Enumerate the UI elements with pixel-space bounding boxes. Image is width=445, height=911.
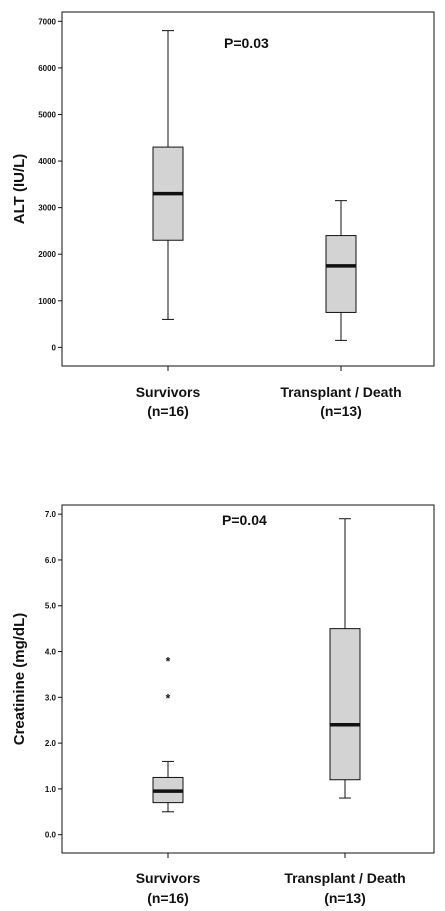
panel1-y-tick-label: 4000 (38, 157, 56, 166)
panel2-box2-iqr-box (329, 628, 361, 781)
panel1-y-tick-label: 3000 (38, 204, 56, 213)
panel1-box2-category-count: (n=13) (320, 403, 362, 419)
panel1-y-tick-label: 1000 (38, 297, 56, 306)
panel1-y-tick-label: 5000 (38, 110, 56, 119)
panel2-box1-category-count: (n=16) (147, 890, 189, 906)
panel2-y-tick-label: 2.0 (45, 739, 57, 748)
panel1-p-value-annotation: P=0.03 (224, 35, 269, 51)
panel2-y-tick-label: 6.0 (45, 556, 57, 565)
panel2-y-tick-label: 5.0 (45, 602, 57, 611)
panel1-y-tick-label: 7000 (38, 17, 56, 26)
panel2-plot-frame (61, 504, 435, 854)
panel2-y-tick-label: 1.0 (45, 785, 57, 794)
panel2-y-tick-label: 3.0 (45, 693, 57, 702)
panel2-p-value-annotation: P=0.04 (222, 512, 267, 528)
panel1-box2-iqr-box (325, 235, 357, 313)
panel2-y-axis-label: Creatinine (mg/dL) (11, 613, 28, 746)
panel1-box1-category-label: Survivors (136, 384, 201, 400)
panel1-y-axis-label: ALT (IU/L) (11, 154, 28, 225)
panel2-box1-category-label: Survivors (136, 870, 201, 886)
panel2-y-tick-label: 4.0 (45, 648, 57, 657)
panel2-y-tick-label: 0.0 (45, 831, 57, 840)
panel2-box2-category-count: (n=13) (324, 890, 366, 906)
panel1-y-tick-label: 6000 (38, 64, 56, 73)
panel2-y-tick-label: 7.0 (45, 510, 57, 519)
panel1-box2-category-label: Transplant / Death (280, 384, 401, 400)
panel2-box1-outlier-marker: * (166, 655, 171, 669)
panel1-box1-category-count: (n=16) (147, 403, 189, 419)
panel1-y-tick-label: 0 (52, 343, 57, 352)
panel1-plot-frame (61, 11, 435, 367)
panel2-box1-outlier-marker: * (166, 691, 171, 705)
panel1-y-tick-label: 2000 (38, 250, 56, 259)
panel2-box2-category-label: Transplant / Death (284, 870, 405, 886)
